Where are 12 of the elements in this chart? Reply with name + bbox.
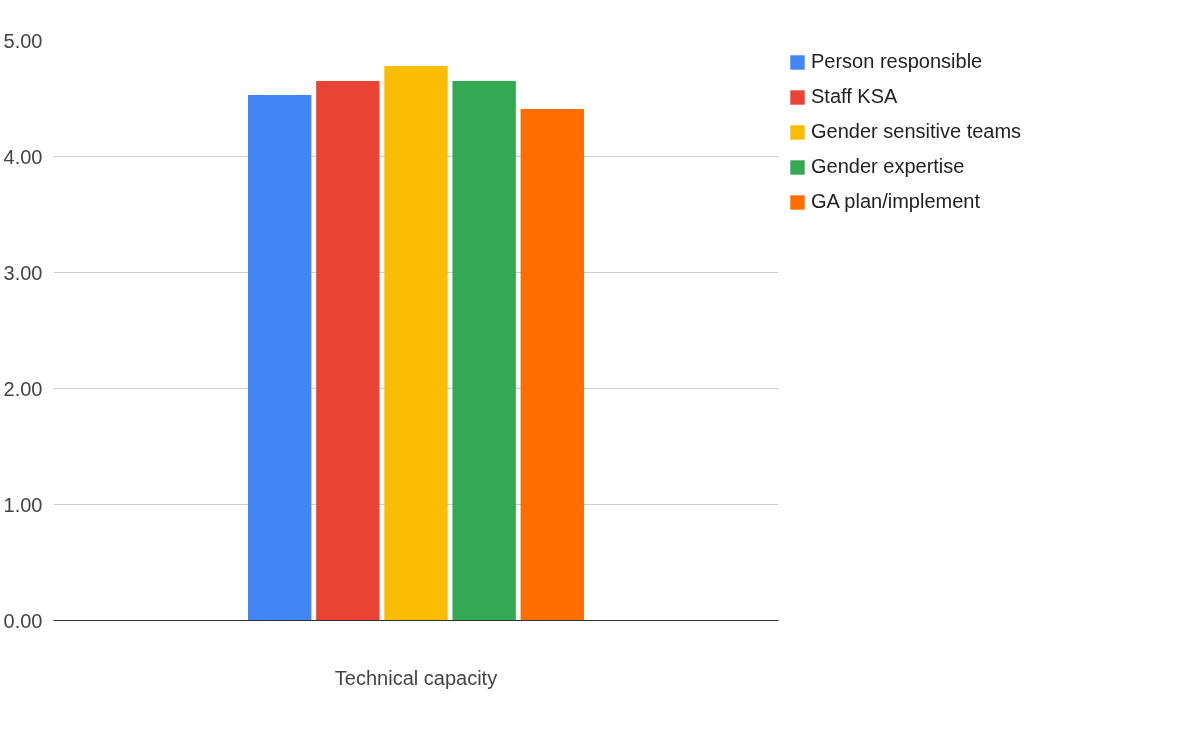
legend-label: Staff KSA (811, 85, 898, 108)
legend-label: GA plan/implement (811, 190, 980, 213)
y-tick-label: 2.00 (3, 377, 43, 400)
y-tick-label: 5.00 (3, 29, 43, 52)
y-tick-label: 0.00 (3, 609, 43, 632)
legend-label: Gender sensitive teams (811, 120, 1022, 143)
y-tick-label: 3.00 (3, 261, 43, 284)
x-tick-label: Technical capacity (334, 666, 498, 689)
y-tick-label: 4.00 (3, 145, 43, 168)
legend-label: Gender expertise (811, 155, 965, 178)
legend-label: Person responsible (811, 50, 983, 73)
y-tick-label: 1.00 (3, 493, 43, 516)
